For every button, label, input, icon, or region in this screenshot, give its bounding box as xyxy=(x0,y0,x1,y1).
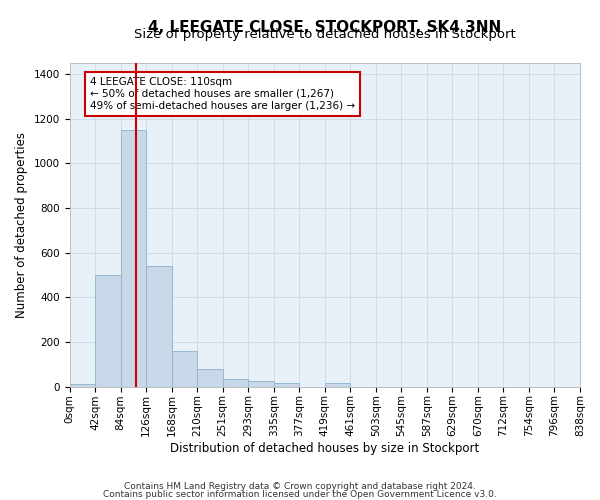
Bar xyxy=(223,379,248,386)
Bar xyxy=(146,266,172,386)
Bar xyxy=(95,275,121,386)
Bar xyxy=(248,381,274,386)
Bar xyxy=(274,384,299,386)
Text: Contains public sector information licensed under the Open Government Licence v3: Contains public sector information licen… xyxy=(103,490,497,499)
Title: Size of property relative to detached houses in Stockport: Size of property relative to detached ho… xyxy=(134,28,515,40)
Bar xyxy=(325,384,350,386)
Text: 4 LEEGATE CLOSE: 110sqm
← 50% of detached houses are smaller (1,267)
49% of semi: 4 LEEGATE CLOSE: 110sqm ← 50% of detache… xyxy=(90,78,355,110)
Bar xyxy=(121,130,146,386)
Bar xyxy=(172,351,197,386)
Y-axis label: Number of detached properties: Number of detached properties xyxy=(15,132,28,318)
Bar xyxy=(197,369,223,386)
Text: 4, LEEGATE CLOSE, STOCKPORT, SK4 3NN: 4, LEEGATE CLOSE, STOCKPORT, SK4 3NN xyxy=(148,20,502,35)
Bar xyxy=(70,384,95,386)
X-axis label: Distribution of detached houses by size in Stockport: Distribution of detached houses by size … xyxy=(170,442,479,455)
Text: Contains HM Land Registry data © Crown copyright and database right 2024.: Contains HM Land Registry data © Crown c… xyxy=(124,482,476,491)
